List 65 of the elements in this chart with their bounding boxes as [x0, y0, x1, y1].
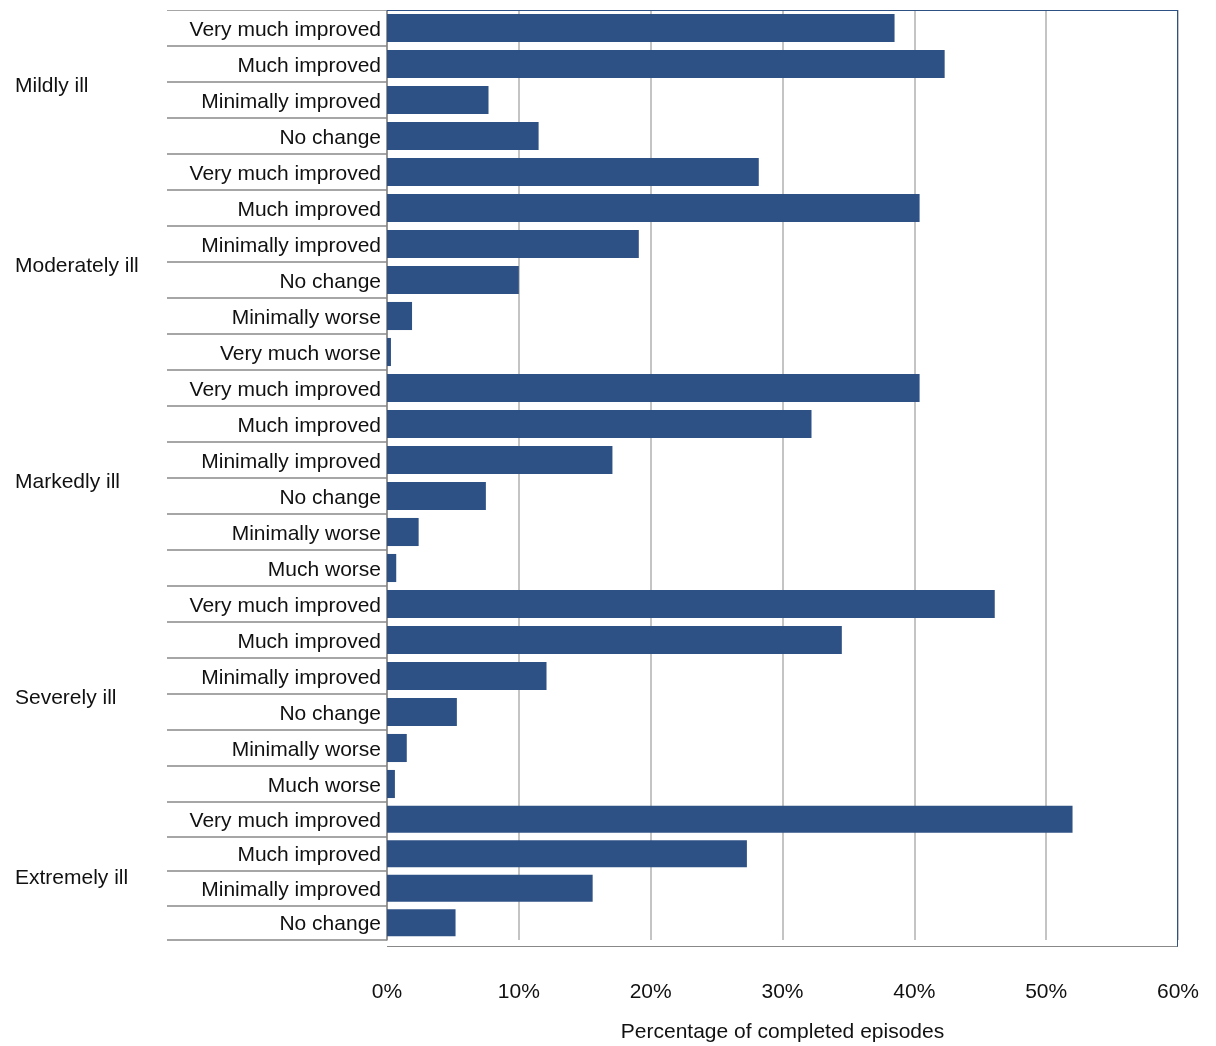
y-tick-label: Much worse — [267, 556, 381, 580]
x-tick-label: 10% — [497, 979, 540, 1002]
bar — [387, 553, 397, 583]
y-tick-label: Very much improved — [189, 16, 381, 40]
bar — [387, 733, 407, 763]
y-tick-label: No change — [279, 484, 381, 508]
bar — [387, 517, 419, 547]
bar — [387, 625, 842, 655]
y-tick-label: No change — [279, 700, 381, 724]
bar — [387, 85, 489, 115]
bar — [387, 697, 457, 727]
text: Mildly ill — [15, 73, 89, 96]
bar — [387, 229, 639, 259]
y-tick-label: Minimally improved — [201, 664, 381, 688]
y-tick-label: Much improved — [237, 628, 381, 652]
text: Markedly ill — [15, 469, 121, 492]
text: Severely ill — [15, 685, 117, 708]
text: Moderately ill — [15, 253, 139, 276]
x-tick-label: 30% — [761, 979, 804, 1002]
y-tick-label: Much improved — [237, 412, 381, 436]
y-tick-label: Much worse — [267, 772, 381, 796]
bar — [387, 661, 547, 691]
bar — [387, 589, 995, 619]
y-tick-label: Much improved — [237, 52, 381, 76]
bar — [387, 121, 539, 151]
bar — [387, 769, 395, 799]
y-tick-label: Very much improved — [189, 807, 381, 831]
bar — [387, 301, 413, 331]
y-tick-label: Much improved — [237, 196, 381, 220]
x-axis-title: Percentage of completed episodes — [620, 1019, 945, 1042]
y-tick-label: Minimally worse — [231, 520, 381, 544]
bar — [387, 373, 920, 403]
x-tick-label: 20% — [629, 979, 672, 1002]
bar — [387, 409, 812, 439]
x-tick-label: 0% — [371, 979, 403, 1002]
y-tick-label: Very much improved — [189, 376, 381, 400]
x-tick-label: 50% — [1025, 979, 1068, 1002]
bar — [387, 193, 920, 223]
x-tick-label: 40% — [893, 979, 936, 1002]
bar — [387, 157, 759, 187]
y-tick-label: Minimally improved — [201, 876, 381, 900]
bar — [387, 49, 945, 79]
y-tick-label: No change — [279, 911, 381, 935]
y-tick-label: Very much improved — [189, 592, 381, 616]
y-tick-label: Much improved — [237, 842, 381, 866]
bar — [387, 805, 1073, 833]
bar — [387, 909, 456, 937]
bar — [387, 840, 747, 868]
y-tick-label: No change — [279, 124, 381, 148]
y-tick-label: No change — [279, 268, 381, 292]
y-tick-label: Minimally improved — [201, 232, 381, 256]
bar — [387, 265, 519, 295]
bar — [387, 337, 391, 367]
text: Extremely ill — [15, 865, 129, 888]
bar — [387, 481, 486, 511]
y-tick-label: Minimally improved — [201, 88, 381, 112]
y-tick-label: Minimally worse — [231, 736, 381, 760]
x-tick-label: 60% — [1156, 979, 1200, 1002]
y-tick-label: Very much worse — [219, 340, 381, 364]
y-tick-label: Very much improved — [189, 160, 381, 184]
y-tick-label: Minimally improved — [201, 448, 381, 472]
bar — [387, 13, 895, 43]
y-tick-label: Minimally worse — [231, 304, 381, 328]
bar — [387, 445, 613, 475]
bar — [387, 874, 593, 902]
